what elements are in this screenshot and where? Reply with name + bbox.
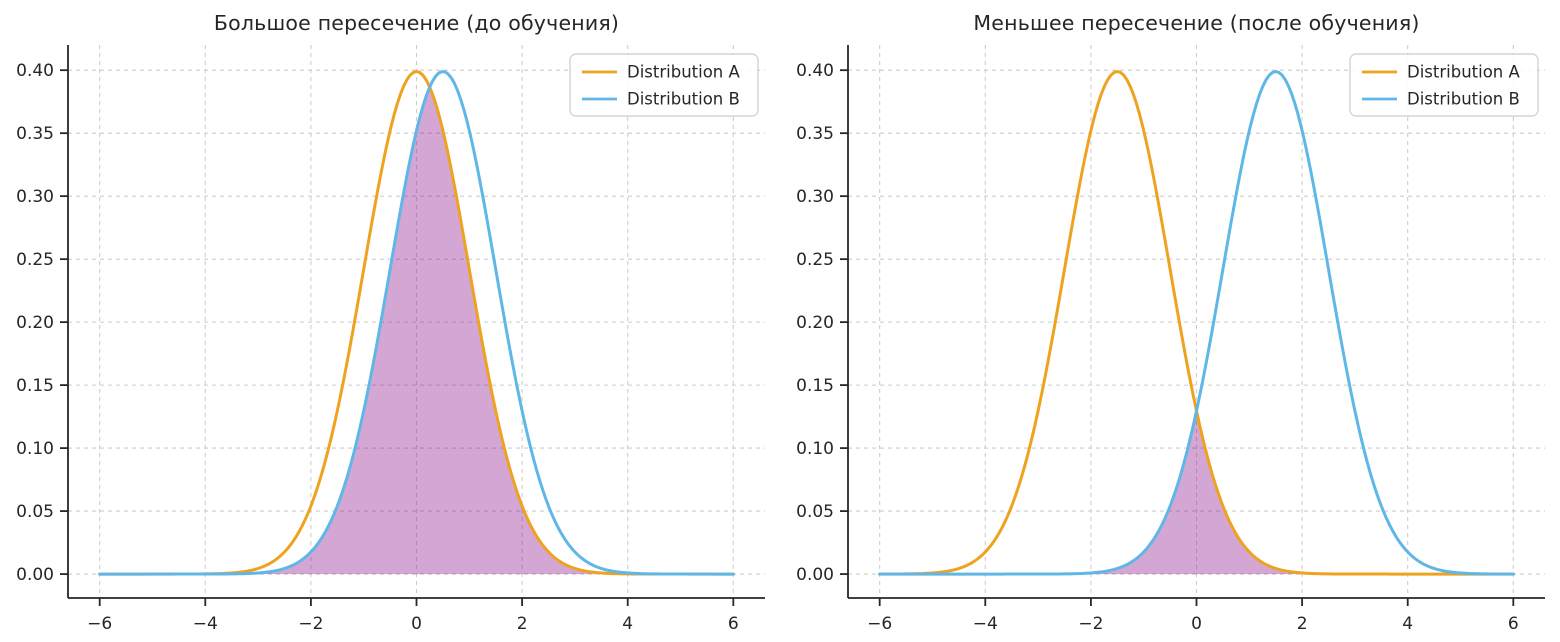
y-tick-label: 0.15 [796, 376, 834, 396]
x-tick-label: −2 [298, 614, 323, 634]
legend-label: Distribution A [1407, 63, 1521, 82]
legend-item: Distribution B [582, 90, 740, 109]
legend-item: Distribution A [1362, 63, 1521, 82]
x-tick-label: −2 [1078, 614, 1103, 634]
chart-title: Меньшее пересечение (после обучения) [973, 11, 1420, 35]
y-tick-label: 0.15 [16, 376, 54, 396]
overlap-region [99, 88, 734, 575]
y-tick-label: 0.00 [16, 565, 54, 585]
chart-title: Большое пересечение (до обучения) [213, 11, 620, 35]
y-tick-label: 0.10 [16, 439, 54, 459]
y-tick-label: 0.05 [796, 502, 834, 522]
x-tick-label: 4 [622, 614, 633, 634]
subplot-after-training: Меньшее пересечение (после обучения) −6−… [780, 0, 1560, 642]
y-tick-label: 0.20 [16, 313, 54, 333]
legend-item: Distribution A [582, 63, 741, 82]
x-tick-label: 2 [517, 614, 528, 634]
x-tick-label: 2 [1297, 614, 1308, 634]
plot-area: −6 −4 −2 0 2 4 6 0.00 0.05 0.10 0.15 0.20 0.25 0.30 0.… [16, 45, 765, 634]
y-tick-label: 0.25 [16, 250, 54, 270]
y-tick-label: 0.10 [796, 439, 834, 459]
x-tick-label: 0 [1191, 614, 1202, 634]
y-tick-label: 0.35 [16, 124, 54, 144]
legend-label: Distribution B [1407, 90, 1520, 109]
x-tick-label: −4 [973, 614, 998, 634]
x-tick-label: 6 [728, 614, 739, 634]
y-tick-label: 0.20 [796, 313, 834, 333]
curve-distribution-b [98, 70, 735, 576]
legend-item: Distribution B [1362, 90, 1520, 109]
y-tick-label: 0.05 [16, 502, 54, 522]
y-tick-label: 0.40 [16, 61, 54, 81]
legend-label: Distribution B [627, 90, 740, 109]
x-tick-label: 0 [411, 614, 422, 634]
y-tick-label: 0.40 [796, 61, 834, 81]
overlap-region [879, 410, 1514, 575]
curve-distribution-b [878, 70, 1515, 576]
x-tick-label: −6 [87, 614, 112, 634]
legend-frame [569, 53, 759, 117]
legend-label: Distribution A [627, 63, 741, 82]
x-tick-label: 4 [1402, 614, 1413, 634]
y-tick-label: 0.30 [16, 187, 54, 207]
y-tick-label: 0.30 [796, 187, 834, 207]
subplot-before-training: Большое пересечение (до обучения) −6 −4 −2… [16, 11, 765, 634]
y-tick-label: 0.25 [796, 250, 834, 270]
y-tick-label: 0.35 [796, 124, 834, 144]
y-tick-label: 0.00 [796, 565, 834, 585]
x-tick-label: −6 [867, 614, 892, 634]
legend: Distribution A Distribution B [569, 53, 759, 117]
legend: Distribution A Distribution B [1349, 53, 1539, 117]
plot-area: −6 −4 −2 0 2 4 6 0.00 0.05 0.10 0.15 0.20 0.25 0.30 0.… [796, 45, 1545, 634]
x-tick-label: −4 [193, 614, 218, 634]
x-tick-label: 6 [1508, 614, 1519, 634]
legend-frame [1349, 53, 1539, 117]
